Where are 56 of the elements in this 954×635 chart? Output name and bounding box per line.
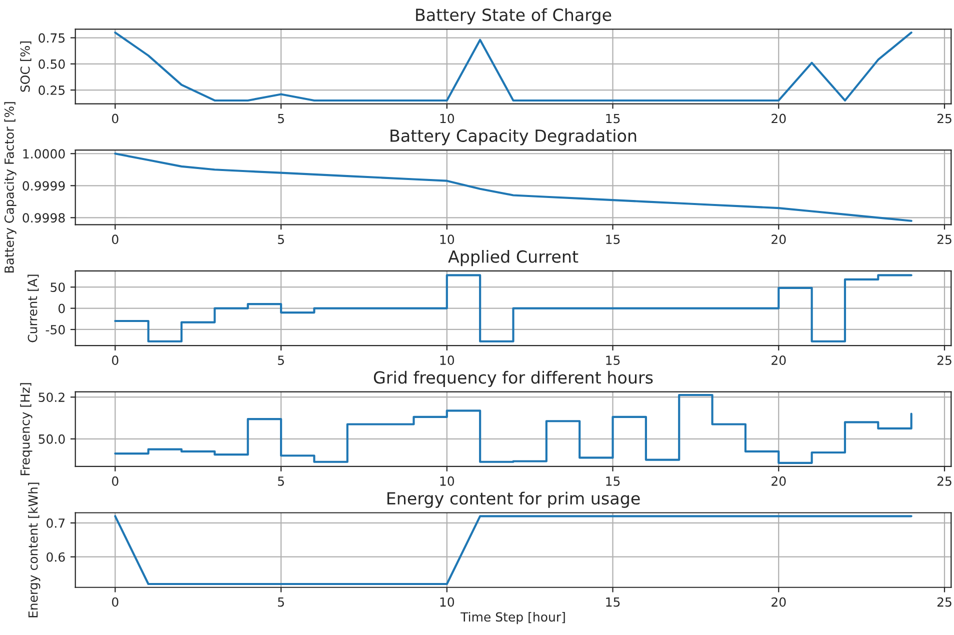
y-tick-label: 0.75 [38, 33, 65, 43]
line-series [114, 152, 912, 222]
y-tick-label: 0.9998 [22, 213, 65, 223]
x-tick-label: 15 [606, 234, 620, 244]
x-tick-label: 5 [278, 356, 284, 365]
x-tick-label: 10 [440, 476, 454, 486]
y-tick-label: 0 [58, 304, 65, 314]
y-tick-label: 50.0 [38, 434, 65, 444]
y-tick-label: 50.2 [38, 392, 64, 402]
x-tick-label: 5 [278, 597, 284, 607]
y-axis-title: Battery Capacity Factor [%] [4, 102, 16, 273]
x-tick-label: 15 [606, 356, 620, 365]
y-tick-label: 50 [50, 282, 65, 292]
x-tick-label: 15 [606, 597, 620, 607]
chart-title: Applied Current [448, 250, 578, 266]
line-series [114, 32, 912, 102]
x-tick-label: 25 [937, 114, 952, 124]
y-tick-label: 0.7 [46, 518, 65, 528]
x-tick-label: 5 [278, 476, 284, 486]
x-tick-label: 20 [772, 356, 786, 365]
y-axis-title: Frequency [Hz] [20, 383, 32, 476]
x-tick-label: 20 [772, 476, 786, 486]
x-tick-label: 25 [937, 476, 952, 486]
y-tick-label: 0.9999 [22, 181, 65, 191]
chart-title: Battery Capacity Degradation [390, 129, 636, 146]
x-tick-label: 10 [440, 597, 454, 607]
y-tick-label: -50 [46, 324, 65, 334]
y-axis-title: Current [A] [28, 274, 39, 342]
x-tick-label: 0 [112, 356, 118, 365]
x-tick-label: 10 [440, 234, 454, 244]
chart-title: Grid frequency for different hours [374, 370, 653, 387]
chart-title: Energy content for prim usage [387, 492, 640, 508]
x-tick-label: 0 [112, 476, 118, 486]
x-tick-label: 5 [278, 234, 284, 244]
x-tick-label: 25 [937, 356, 952, 365]
x-tick-label: 0 [112, 597, 118, 607]
x-tick-label: 25 [937, 234, 952, 244]
x-tick-label: 20 [772, 114, 786, 124]
y-axis-title: SOC [%] [20, 42, 32, 92]
x-tick-label: 10 [440, 356, 454, 365]
x-tick-label: 0 [112, 234, 118, 244]
y-tick-label: 0.6 [46, 552, 65, 562]
y-tick-label: 1.0000 [23, 149, 65, 159]
x-tick-label: 10 [440, 114, 454, 124]
x-tick-label: 5 [278, 114, 284, 124]
y-tick-label: 0.25 [38, 86, 65, 95]
x-tick-label: 20 [772, 234, 786, 244]
x-tick-label: 15 [606, 114, 620, 124]
x-tick-label: 20 [772, 597, 786, 607]
x-tick-label: 15 [606, 476, 620, 486]
y-tick-label: 0.50 [38, 59, 65, 69]
x-tick-label: 25 [937, 597, 952, 607]
y-axis-title: Energy content [kWh] [28, 482, 40, 618]
chart-title: Battery State of Charge [416, 8, 612, 24]
x-axis-title: Time Step [hour] [460, 612, 565, 624]
x-tick-label: 0 [112, 114, 118, 124]
